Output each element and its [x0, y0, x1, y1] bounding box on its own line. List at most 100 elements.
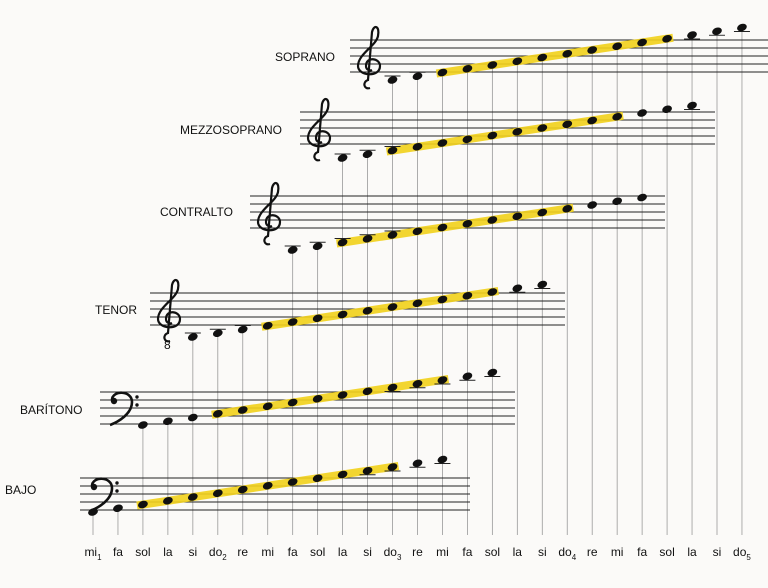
note-name-text: fa [113, 545, 123, 559]
note-name: do2 [209, 545, 227, 562]
clef-octave-mark: 8 [164, 338, 171, 352]
note-name-text: sol [135, 545, 150, 559]
note-head [437, 376, 448, 384]
note-head [587, 201, 598, 209]
voice-label: BAJO [5, 483, 36, 497]
note-head [512, 284, 523, 293]
note-head [237, 406, 248, 414]
note-name: fa [462, 545, 472, 559]
note-head [237, 485, 248, 494]
note-head [287, 318, 298, 326]
bass-clef-head [110, 397, 118, 405]
note-head [212, 409, 223, 418]
note-name-text: si [189, 545, 198, 559]
note-head [287, 398, 298, 407]
note-name: re [412, 545, 423, 559]
note-head [437, 223, 448, 232]
note-name: sol [310, 545, 325, 559]
note-name-text: la [687, 545, 697, 559]
range-highlight [336, 203, 574, 248]
note-octave: 2 [222, 553, 227, 562]
note-head [362, 234, 373, 243]
note-head [562, 204, 573, 213]
note-head [562, 49, 573, 58]
note-name: do4 [558, 545, 576, 562]
treble-clef [356, 26, 382, 90]
note-name: fa [637, 545, 647, 559]
note-head [462, 64, 473, 73]
note-head [487, 61, 498, 69]
note-name: mi [611, 545, 624, 559]
note-octave: 3 [397, 553, 402, 562]
note-name: la [513, 545, 523, 559]
note-name: do5 [733, 545, 751, 562]
note-octave: 5 [746, 553, 751, 562]
note-head [287, 478, 298, 486]
note-name-text: mi [436, 545, 449, 559]
note-head [437, 68, 448, 77]
voice-staff: BAJO [5, 455, 470, 516]
note-name: si [363, 545, 372, 559]
note-name-text: si [363, 545, 372, 559]
note-name-text: fa [288, 545, 298, 559]
note-name: mi1 [84, 545, 102, 562]
note-name: sol [659, 545, 674, 559]
bass-clef-dot [115, 481, 119, 485]
note-head [262, 481, 273, 490]
note-name: la [687, 545, 697, 559]
voice-staff: SOPRANO [275, 23, 768, 90]
note-head [687, 31, 697, 39]
note-octave: 4 [572, 553, 577, 562]
note-head [312, 314, 323, 323]
note-head [587, 46, 598, 54]
note-name-text: fa [462, 545, 472, 559]
note-name: do3 [384, 545, 402, 562]
range-highlight [211, 375, 450, 419]
note-name: sol [485, 545, 500, 559]
note-name-text: do [209, 545, 223, 559]
note-head [537, 124, 548, 132]
note-head [387, 383, 398, 392]
note-head [187, 333, 198, 341]
bass-clef-head [90, 483, 98, 491]
note-octave: 1 [97, 553, 102, 562]
note-name: re [237, 545, 248, 559]
note-head [138, 421, 148, 429]
note-head [662, 105, 672, 114]
note-head [612, 197, 623, 206]
bass-clef-dot [115, 489, 119, 493]
note-name-text: do [733, 545, 747, 559]
note-head [462, 372, 473, 381]
note-head [437, 139, 448, 147]
note-name-text: la [513, 545, 523, 559]
note-head [237, 325, 248, 334]
note-name: si [713, 545, 722, 559]
note-head [412, 72, 423, 81]
note-head [512, 127, 523, 136]
note-head [387, 231, 398, 239]
note-head [212, 489, 223, 498]
note-head [512, 212, 523, 221]
voice-label: SOPRANO [275, 50, 335, 64]
note-name-text: do [384, 545, 398, 559]
note-name: sol [135, 545, 150, 559]
note-name-text: re [412, 545, 423, 559]
note-head [88, 508, 98, 516]
note-head [337, 154, 348, 162]
note-name-text: si [713, 545, 722, 559]
voice-staff: MEZZOSOPRANO [180, 98, 715, 162]
note-head [462, 135, 473, 144]
voice-label: MEZZOSOPRANO [180, 123, 282, 137]
voice-label: BARÍTONO [20, 402, 82, 417]
note-head [163, 417, 173, 426]
note-name-text: la [338, 545, 348, 559]
note-head [587, 116, 598, 125]
note-head [537, 208, 548, 217]
note-name: si [538, 545, 547, 559]
note-name: si [189, 545, 198, 559]
range-highlight [385, 111, 624, 156]
note-head [262, 402, 273, 411]
note-name: mi [436, 545, 449, 559]
